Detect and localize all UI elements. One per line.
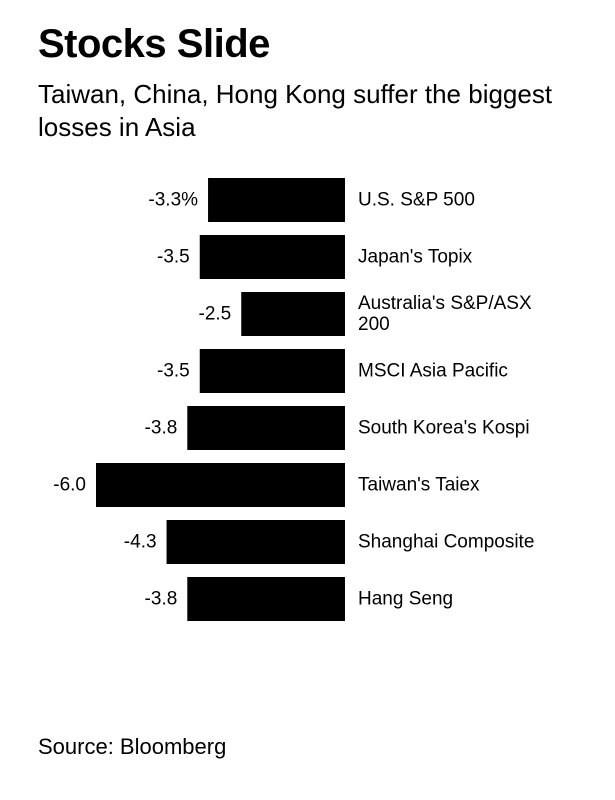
category-label: U.S. S&P 500 (358, 190, 475, 211)
bar (199, 235, 345, 279)
category-label: Hang Seng (358, 589, 453, 610)
category-label: Japan's Topix (358, 247, 473, 268)
bar-value-label: -3.8 (145, 589, 178, 610)
bar (187, 577, 345, 621)
bar-value-label: -3.5 (157, 247, 190, 268)
bar (208, 178, 345, 222)
bar (166, 520, 345, 564)
category-label: MSCI Asia Pacific (358, 361, 508, 382)
bar-value-label: -3.3% (148, 190, 198, 211)
bar-value-label: -2.5 (199, 304, 232, 325)
bar (187, 406, 345, 450)
bar (96, 463, 345, 507)
bar-value-label: -6.0 (53, 475, 86, 496)
chart-title: Stocks Slide (38, 22, 270, 66)
bar-value-label: -3.8 (145, 418, 178, 439)
bar-chart: -3.3% U.S. S&P 500 -3.5 Japan's Topix -2.5 Au… (53, 178, 534, 621)
chart-subtitle: Taiwan, China, Hong Kong suffer the bigg… (38, 79, 553, 142)
bar (241, 292, 345, 336)
category-label: Australia's S&P/ASX 200 (358, 293, 532, 335)
bar-value-label: -3.5 (157, 361, 190, 382)
category-label: South Korea's Kospi (358, 418, 530, 439)
bar (199, 349, 345, 393)
category-label: Taiwan's Taiex (358, 475, 480, 496)
category-label: Shanghai Composite (358, 532, 534, 553)
bar-value-label: -4.3 (124, 532, 157, 553)
source-note: Source: Bloomberg (38, 734, 227, 759)
